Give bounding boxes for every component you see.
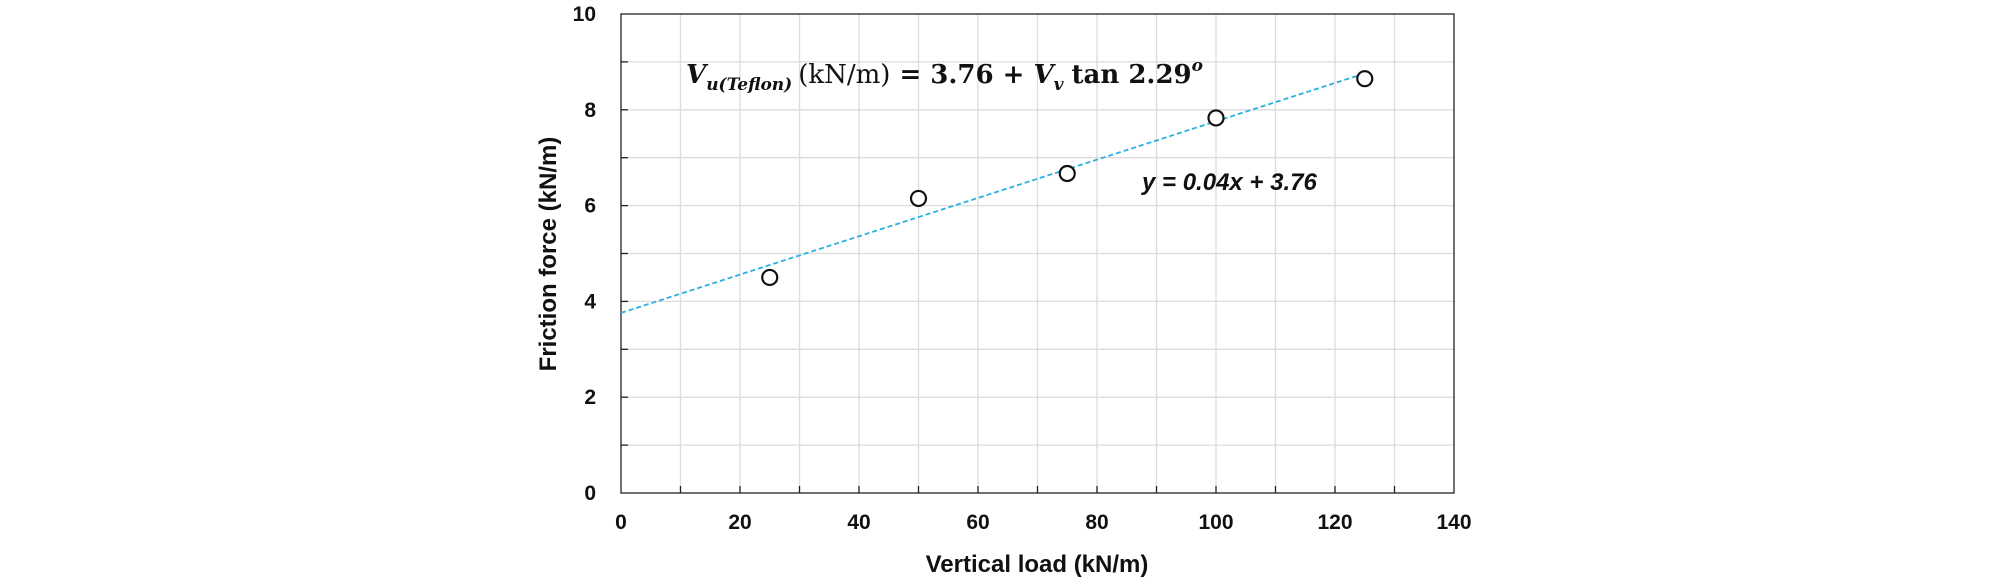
trendline-equation: y = 0.04x + 3.76 — [1141, 169, 1317, 196]
y-tick-label: 8 — [584, 99, 596, 122]
y-tick-label: 0 — [584, 482, 596, 505]
data-point — [1207, 109, 1225, 127]
data-point — [1058, 164, 1076, 183]
x-tick-label: 100 — [1198, 511, 1233, 534]
y-tick-labels: 0 2 4 6 8 10 — [573, 3, 597, 505]
x-tick-label: 140 — [1436, 511, 1471, 534]
data-point — [761, 268, 779, 287]
y-tick-label: 6 — [584, 195, 596, 218]
x-tick-label: 0 — [615, 511, 627, 534]
x-tick-label: 40 — [847, 511, 870, 534]
y-tick-label: 2 — [584, 386, 596, 409]
x-tick-labels: 0 20 40 60 80 100 120 140 — [615, 511, 1471, 534]
x-tick-label: 120 — [1317, 511, 1352, 534]
y-tick-label: 4 — [584, 290, 596, 313]
x-tick-label: 60 — [966, 511, 989, 534]
trendline — [620, 72, 1366, 314]
x-axis-title: Vertical load (kN/m) — [926, 551, 1149, 578]
data-point — [1356, 70, 1374, 88]
data-point — [909, 189, 928, 208]
x-tick-label: 20 — [728, 511, 751, 534]
y-tick-label: 10 — [573, 3, 596, 26]
formula-annotation: Vu(Teflon) (kN/m) = 3.76 + Vv tan 2.29o — [686, 56, 1203, 95]
y-axis-title: Friction force (kN/m) — [535, 137, 562, 372]
axis-ticks — [621, 61, 1396, 493]
data-points — [761, 70, 1374, 287]
grid-lines — [621, 14, 1454, 493]
x-tick-label: 80 — [1085, 511, 1108, 534]
